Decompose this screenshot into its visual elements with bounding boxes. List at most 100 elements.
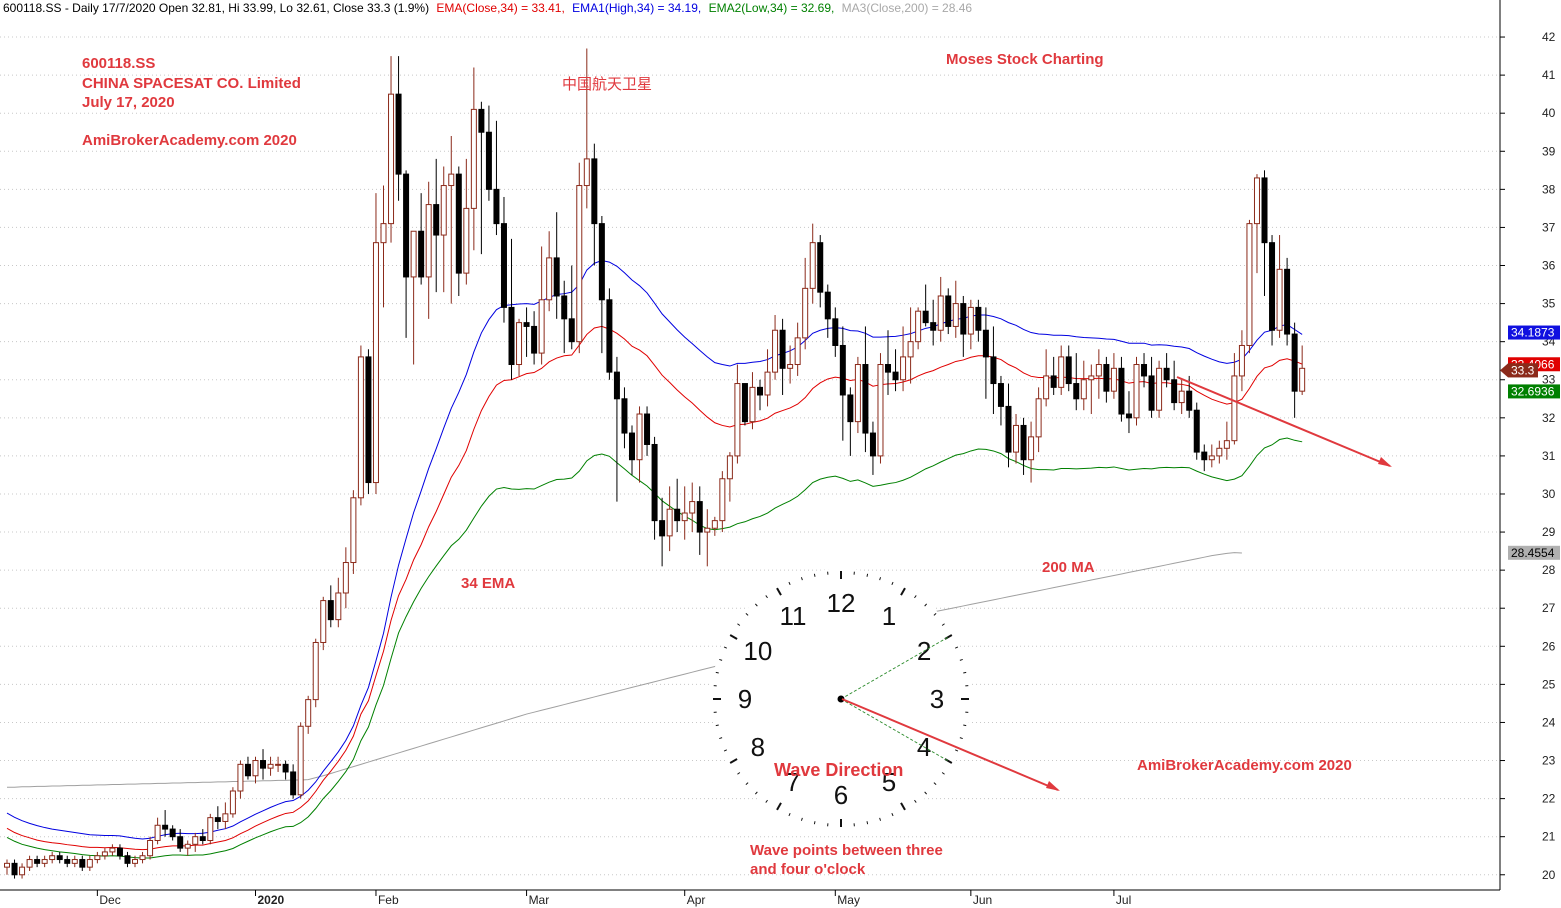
candle	[1178, 379, 1185, 415]
candle	[320, 596, 327, 651]
candle-body	[86, 859, 93, 868]
candle	[342, 547, 349, 609]
candle-body	[244, 763, 251, 777]
y-tick-label: 32	[1542, 411, 1556, 425]
candle	[312, 638, 319, 708]
candle	[11, 859, 18, 879]
y-tick-label: 40	[1542, 106, 1556, 120]
candle-body	[553, 257, 560, 297]
candle	[49, 851, 56, 864]
candle	[403, 170, 410, 338]
candle-body	[485, 131, 492, 190]
y-tick-label: 36	[1542, 259, 1556, 273]
candle-body	[41, 859, 48, 864]
candle	[1065, 345, 1072, 392]
candle-body	[101, 851, 108, 857]
candle-body	[1284, 268, 1291, 335]
candle	[960, 295, 967, 357]
x-tick-label: 2020	[257, 893, 284, 907]
candle-body	[327, 600, 334, 621]
candle	[500, 196, 507, 323]
y-tick-label: 27	[1542, 601, 1556, 615]
last-value-box	[1508, 545, 1560, 560]
candle-body	[741, 383, 748, 423]
candle	[1276, 235, 1283, 338]
trend-arrow	[1176, 376, 1392, 467]
candle	[267, 756, 274, 776]
candle	[448, 136, 455, 304]
candle-body	[787, 364, 794, 369]
candle	[1291, 322, 1298, 418]
candle	[41, 855, 48, 868]
candle	[4, 859, 10, 875]
x-tick-label: Feb	[378, 893, 399, 907]
candle-body	[11, 862, 18, 876]
candle-body	[711, 520, 718, 529]
candle-body	[847, 394, 854, 423]
candle-body	[1269, 242, 1276, 331]
candle-body	[734, 383, 741, 457]
candle-body	[1246, 223, 1253, 346]
candle-body	[493, 188, 500, 225]
clock-tick	[754, 791, 758, 795]
candle-body	[1050, 375, 1057, 388]
candle-body	[839, 344, 846, 396]
candle	[372, 193, 379, 494]
candle	[79, 855, 86, 871]
y-axis: 2021222324252627282930313233343536373839…	[1500, 30, 1556, 882]
candle	[779, 318, 786, 395]
candle-body	[1080, 379, 1087, 400]
clock-number-11: 11	[780, 601, 807, 631]
candle-body	[1133, 364, 1140, 419]
clock-tick	[800, 577, 803, 581]
candle-body	[418, 230, 425, 278]
candle	[561, 280, 568, 354]
candle	[892, 349, 899, 392]
y-tick-label: 22	[1542, 792, 1556, 806]
candle	[350, 490, 357, 574]
annotation-chinese-name: 中国航天卫星	[562, 76, 652, 93]
candle-body	[794, 337, 801, 366]
candle-body	[184, 843, 191, 849]
last-value-text: 33.3	[1511, 363, 1535, 377]
candle-body	[613, 371, 620, 400]
candle	[305, 695, 312, 734]
candle-body	[1193, 409, 1200, 453]
clock-hand-four	[840, 698, 948, 761]
clock-tick	[941, 772, 945, 775]
clock-number-1: 1	[882, 601, 896, 631]
candle	[741, 383, 748, 426]
clock-tick	[866, 573, 869, 577]
candle	[1088, 364, 1095, 415]
candle	[568, 265, 575, 350]
clock-tick	[776, 587, 782, 596]
clock-tick	[963, 671, 967, 674]
candle	[1156, 360, 1163, 418]
candle	[101, 848, 108, 860]
candle-body	[982, 329, 989, 358]
y-tick-label: 33	[1542, 373, 1556, 387]
candle-body	[1291, 333, 1298, 392]
candle	[425, 181, 432, 319]
candle-body	[169, 828, 176, 838]
candle	[1005, 383, 1012, 468]
clock-number-10: 10	[743, 636, 772, 666]
candle-body	[1223, 440, 1230, 449]
candle	[764, 349, 771, 407]
annotation-date: July 17, 2020	[82, 94, 175, 111]
candle-body	[1005, 405, 1012, 453]
candle-body	[606, 299, 613, 373]
y-tick-label: 41	[1542, 68, 1556, 82]
y-tick-label: 26	[1542, 639, 1556, 653]
last-value-box	[1508, 325, 1560, 340]
candle-body	[380, 223, 387, 244]
y-tick-label: 39	[1542, 144, 1556, 158]
candle-body	[1156, 367, 1163, 411]
clock-tick	[729, 634, 738, 640]
header-ema1: EMA1(High,34) = 34.19,	[572, 1, 701, 15]
clock-tick	[745, 612, 749, 616]
clock-tick	[715, 724, 719, 727]
candle	[1238, 330, 1245, 392]
candle	[222, 802, 229, 830]
candle-body	[1073, 383, 1080, 400]
